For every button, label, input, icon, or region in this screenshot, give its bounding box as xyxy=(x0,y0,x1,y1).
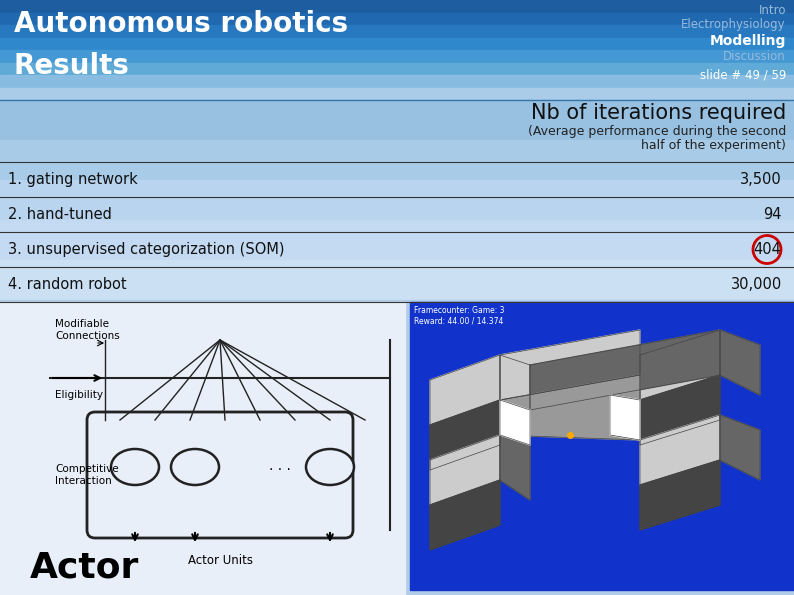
Bar xyxy=(0,50,794,62)
Text: Framecounter: Game: 3: Framecounter: Game: 3 xyxy=(414,306,504,315)
Polygon shape xyxy=(720,415,760,480)
Polygon shape xyxy=(640,375,720,445)
Bar xyxy=(0,140,794,180)
Bar xyxy=(0,62,794,75)
Text: Autonomous robotics: Autonomous robotics xyxy=(14,10,348,38)
Polygon shape xyxy=(610,395,640,440)
Polygon shape xyxy=(640,460,720,530)
Polygon shape xyxy=(500,435,530,500)
Text: Modifiable
Connections: Modifiable Connections xyxy=(55,319,120,341)
Text: 4. random robot: 4. random robot xyxy=(8,277,126,292)
Polygon shape xyxy=(530,330,720,410)
Text: Electrophysiology: Electrophysiology xyxy=(681,18,786,31)
Text: Results: Results xyxy=(14,52,130,80)
Text: 30,000: 30,000 xyxy=(730,277,782,292)
Bar xyxy=(410,302,794,590)
Text: Reward: 44.00 / 14.374: Reward: 44.00 / 14.374 xyxy=(414,316,503,325)
Ellipse shape xyxy=(171,449,219,485)
Text: Modelling: Modelling xyxy=(710,34,786,48)
Bar xyxy=(0,37,794,50)
Text: 404: 404 xyxy=(753,242,781,257)
Ellipse shape xyxy=(111,449,159,485)
Polygon shape xyxy=(430,480,500,550)
Bar xyxy=(0,180,794,220)
Ellipse shape xyxy=(306,449,354,485)
Bar xyxy=(0,12,794,25)
Bar xyxy=(0,0,794,12)
Text: · · ·: · · · xyxy=(269,463,291,477)
Text: 3. unsupervised categorization (SOM): 3. unsupervised categorization (SOM) xyxy=(8,242,284,257)
Polygon shape xyxy=(500,355,530,420)
Bar xyxy=(0,260,794,300)
Bar xyxy=(0,75,794,87)
Text: 94: 94 xyxy=(764,207,782,222)
Text: 3,500: 3,500 xyxy=(740,172,782,187)
Polygon shape xyxy=(500,330,640,400)
Text: Competitive
Interaction: Competitive Interaction xyxy=(55,464,118,486)
Polygon shape xyxy=(430,400,500,470)
Bar xyxy=(0,300,794,595)
Text: Discussion: Discussion xyxy=(723,50,786,63)
Polygon shape xyxy=(430,435,500,505)
Text: Nb of iterations required: Nb of iterations required xyxy=(530,103,786,123)
Text: (Average performance during the second: (Average performance during the second xyxy=(528,125,786,138)
Text: Actor Units: Actor Units xyxy=(187,553,252,566)
Text: half of the experiment): half of the experiment) xyxy=(641,139,786,152)
Polygon shape xyxy=(430,355,500,425)
Bar xyxy=(0,220,794,260)
Bar xyxy=(0,87,794,100)
FancyBboxPatch shape xyxy=(87,412,353,538)
Text: Intro: Intro xyxy=(758,4,786,17)
Polygon shape xyxy=(640,330,720,400)
Text: 1. gating network: 1. gating network xyxy=(8,172,137,187)
Polygon shape xyxy=(500,400,530,445)
Bar xyxy=(0,25,794,37)
Text: slide # 49 / 59: slide # 49 / 59 xyxy=(700,68,786,81)
Polygon shape xyxy=(720,330,760,395)
Polygon shape xyxy=(500,375,640,440)
Text: Actor: Actor xyxy=(30,551,140,585)
Text: Eligibility: Eligibility xyxy=(55,390,103,400)
Text: 2. hand-tuned: 2. hand-tuned xyxy=(8,207,112,222)
Bar xyxy=(0,302,405,595)
Polygon shape xyxy=(640,415,720,485)
Bar xyxy=(0,100,794,140)
